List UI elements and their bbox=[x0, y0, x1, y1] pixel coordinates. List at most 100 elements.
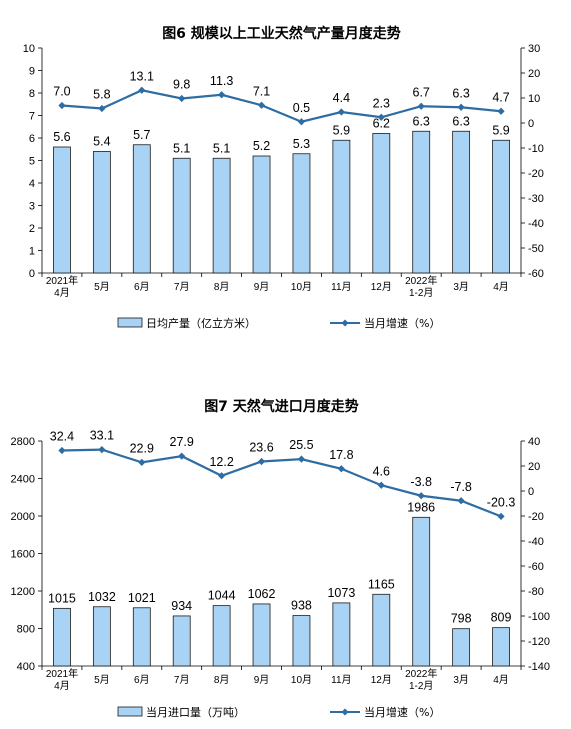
x-tick-label: 7月 bbox=[174, 674, 190, 686]
right-tick-label: 30 bbox=[528, 43, 540, 55]
right-tick-label: -20 bbox=[528, 511, 544, 523]
x-tick-label-line: 4月 bbox=[54, 680, 70, 692]
x-tick-label: 12月 bbox=[371, 674, 392, 686]
bar-data-label: 5.3 bbox=[293, 137, 310, 151]
x-tick-label: 9月 bbox=[254, 674, 270, 686]
bar-data-label: 5.1 bbox=[173, 141, 190, 155]
line-data-label: 7.0 bbox=[53, 85, 70, 99]
x-tick-label-line: 5月 bbox=[94, 281, 110, 293]
right-tick-label: -30 bbox=[528, 193, 544, 205]
line-data-label: 4.4 bbox=[333, 91, 350, 105]
bar bbox=[132, 144, 151, 274]
bar-data-label: 1073 bbox=[327, 586, 355, 600]
bar bbox=[332, 602, 351, 667]
legend-line-marker bbox=[341, 319, 349, 327]
bar bbox=[252, 155, 271, 274]
bar bbox=[412, 516, 431, 667]
line-marker bbox=[138, 86, 146, 94]
x-tick-label-line: 2022年 bbox=[405, 667, 437, 680]
x-tick-label: 5月 bbox=[94, 281, 110, 293]
bar-data-label: 798 bbox=[451, 612, 472, 626]
legend-bar-swatch bbox=[117, 706, 143, 717]
x-tick-label-line: 2022年 bbox=[405, 274, 437, 287]
x-tick-label: 8月 bbox=[214, 674, 230, 686]
line-data-label: -3.8 bbox=[410, 475, 432, 489]
x-tick-label-line: 4月 bbox=[493, 674, 509, 686]
right-tick-label: -40 bbox=[528, 536, 544, 548]
x-tick-label-line: 8月 bbox=[214, 674, 230, 686]
bar bbox=[452, 628, 471, 667]
bar-data-label: 5.1 bbox=[213, 141, 230, 155]
bar-data-label: 1062 bbox=[248, 587, 276, 601]
chart-1: 图6 规模以上工业天然气产量月度走势 0 1 2 3 4 5 6 7 8 9 10 -60 -50 -40 -… bbox=[23, 25, 544, 330]
right-tick-label: -80 bbox=[528, 586, 544, 598]
x-tick-label: 3月 bbox=[453, 674, 469, 686]
line-marker bbox=[377, 113, 385, 121]
bar bbox=[53, 146, 71, 274]
right-tick-label: -20 bbox=[528, 168, 544, 180]
left-tick-label: 3 bbox=[29, 201, 35, 213]
line-data-label: -20.3 bbox=[487, 495, 516, 509]
left-tick-label: 7 bbox=[29, 111, 35, 123]
bar-data-label: 934 bbox=[171, 599, 192, 613]
line-marker bbox=[257, 101, 266, 109]
line-marker bbox=[337, 108, 345, 116]
bar-data-label: 5.2 bbox=[253, 139, 270, 153]
bar bbox=[452, 130, 471, 274]
x-tick-label: 10月 bbox=[291, 281, 312, 293]
x-tick-label-line: 1-2月 bbox=[409, 680, 433, 692]
bar bbox=[92, 606, 111, 667]
left-tick-label: 0 bbox=[29, 268, 35, 280]
line-data-label: 5.8 bbox=[93, 88, 110, 102]
bar bbox=[172, 157, 191, 274]
x-tick-label: 6月 bbox=[134, 281, 150, 293]
x-tick-label: 2021年 4月 bbox=[46, 274, 78, 299]
right-tick-label: 0 bbox=[528, 486, 534, 498]
line-data-label: 33.1 bbox=[90, 429, 114, 443]
bar-data-label: 5.9 bbox=[492, 123, 509, 137]
left-tick-label: 800 bbox=[17, 624, 35, 636]
line-data-label: 17.8 bbox=[329, 448, 353, 462]
right-tick-label: -40 bbox=[528, 218, 544, 230]
x-tick-label-line: 11月 bbox=[331, 281, 351, 293]
x-tick-label-line: 10月 bbox=[291, 281, 312, 293]
x-tick-label: 2022年 1-2月 bbox=[405, 667, 437, 692]
line-marker bbox=[417, 492, 425, 500]
x-tick-label-line: 11月 bbox=[331, 674, 351, 686]
bar-data-label: 5.4 bbox=[93, 135, 110, 149]
line-data-label: 11.3 bbox=[210, 74, 233, 88]
right-tick-label: 0 bbox=[528, 118, 534, 130]
x-tick-label-line: 7月 bbox=[174, 674, 190, 686]
bar-data-label: 6.2 bbox=[373, 117, 390, 131]
line-marker bbox=[138, 458, 146, 466]
x-tick-label: 7月 bbox=[174, 281, 190, 293]
bar bbox=[172, 615, 191, 667]
bar-data-label: 938 bbox=[291, 599, 312, 613]
line-data-label: 6.3 bbox=[452, 86, 469, 100]
bar-data-label: 809 bbox=[491, 611, 512, 625]
legend-line-label: 当月增速（%） bbox=[364, 705, 440, 719]
line-marker bbox=[178, 452, 186, 460]
line-data-label: 0.5 bbox=[293, 101, 310, 115]
x-tick-label: 2021年 4月 bbox=[46, 667, 78, 692]
line-marker bbox=[58, 101, 66, 110]
bar bbox=[252, 603, 271, 667]
bar bbox=[212, 605, 231, 667]
line-data-label: 25.5 bbox=[289, 438, 313, 452]
right-tick-label: -140 bbox=[528, 661, 550, 673]
chart-title: 图6 规模以上工业天然气产量月度走势 bbox=[162, 25, 401, 42]
bar-data-label: 5.7 bbox=[133, 128, 150, 142]
line-data-label: 6.7 bbox=[413, 85, 430, 99]
x-tick-label-line: 6月 bbox=[134, 281, 150, 293]
bar bbox=[212, 157, 231, 274]
line-marker bbox=[58, 446, 66, 455]
left-tick-label: 8 bbox=[29, 88, 35, 100]
x-tick-label: 2022年 1-2月 bbox=[405, 274, 437, 299]
line-data-label: 4.6 bbox=[373, 464, 390, 478]
line-marker bbox=[297, 455, 306, 463]
bar-data-label: 1986 bbox=[407, 500, 435, 514]
bar bbox=[412, 130, 431, 274]
right-tick-label: -50 bbox=[528, 243, 544, 255]
line-marker bbox=[457, 103, 465, 111]
